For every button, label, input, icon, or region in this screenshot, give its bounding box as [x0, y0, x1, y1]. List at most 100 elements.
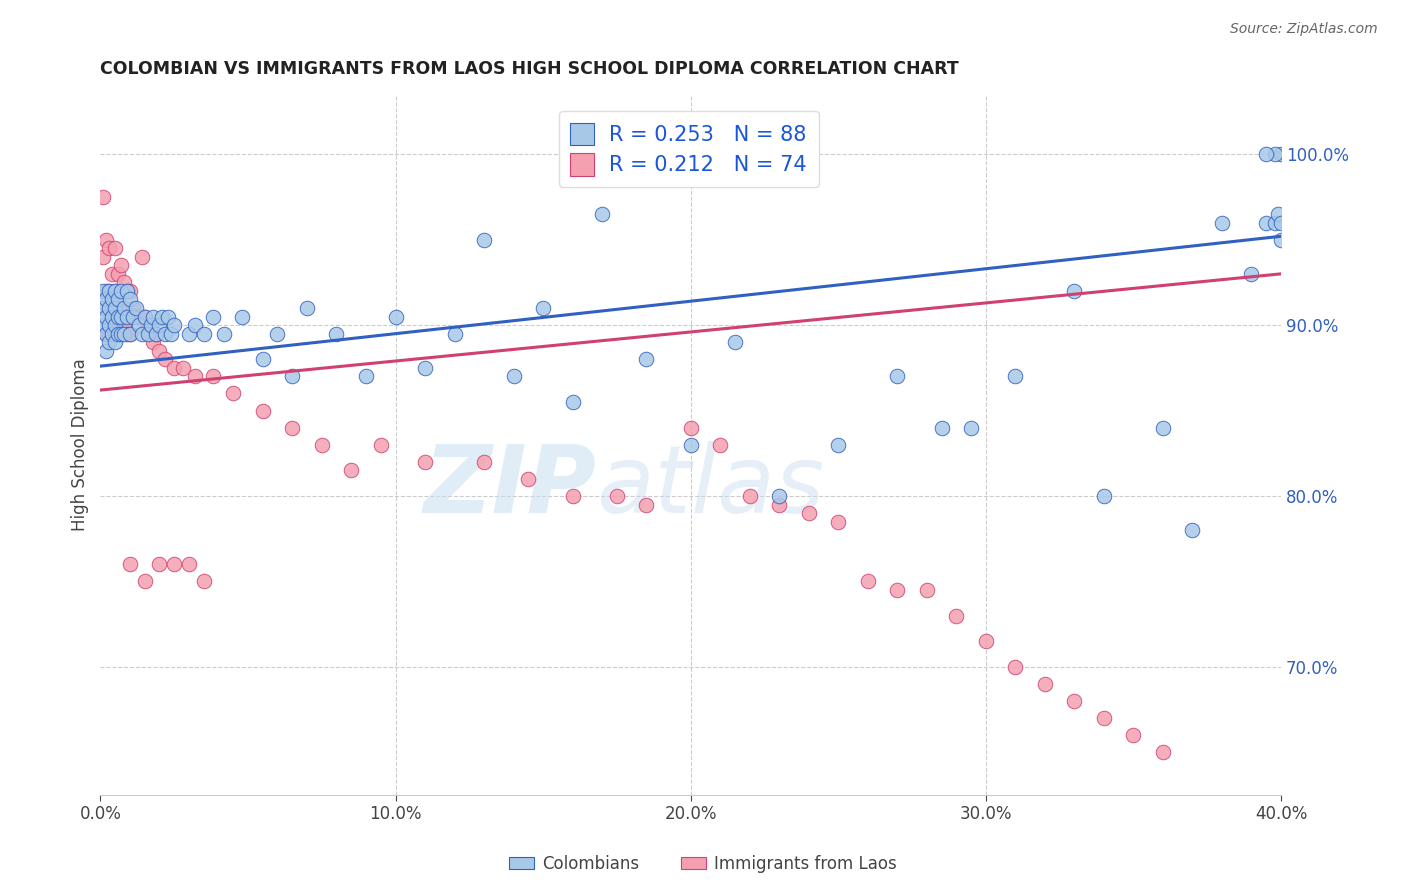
Point: [1270, 233, 1292, 247]
Point: [886, 582, 908, 597]
Point: [163, 360, 186, 375]
Point: [115, 310, 138, 324]
Point: [311, 438, 333, 452]
Point: [354, 369, 377, 384]
Point: [155, 326, 177, 341]
Point: [112, 318, 135, 332]
Point: [738, 489, 761, 503]
Point: [96, 293, 118, 307]
Point: [101, 326, 124, 341]
Point: [163, 558, 186, 572]
Point: [517, 472, 540, 486]
Point: [148, 318, 170, 332]
Point: [110, 310, 132, 324]
Point: [413, 455, 436, 469]
Text: atlas: atlas: [596, 442, 824, 533]
Point: [118, 326, 141, 341]
Point: [1264, 216, 1286, 230]
Point: [118, 293, 141, 307]
Point: [1122, 728, 1144, 742]
Point: [636, 352, 658, 367]
Point: [136, 326, 159, 341]
Point: [177, 558, 200, 572]
Point: [201, 310, 224, 324]
Point: [1270, 147, 1292, 161]
Point: [104, 335, 127, 350]
Point: [177, 326, 200, 341]
Point: [472, 455, 495, 469]
Point: [472, 233, 495, 247]
Point: [886, 369, 908, 384]
Point: [101, 293, 124, 307]
Point: [1063, 694, 1085, 708]
Point: [136, 318, 159, 332]
Point: [104, 241, 127, 255]
Point: [139, 318, 162, 332]
Point: [142, 310, 165, 324]
Point: [112, 276, 135, 290]
Point: [104, 284, 127, 298]
Point: [1256, 216, 1278, 230]
Point: [281, 420, 304, 434]
Point: [150, 310, 173, 324]
Point: [134, 310, 156, 324]
Point: [915, 582, 938, 597]
Point: [636, 498, 658, 512]
Point: [768, 489, 790, 503]
Point: [112, 326, 135, 341]
Point: [98, 318, 121, 332]
Point: [1004, 369, 1026, 384]
Point: [679, 438, 702, 452]
Point: [101, 267, 124, 281]
Point: [104, 326, 127, 341]
Point: [145, 326, 167, 341]
Point: [98, 284, 121, 298]
Legend: R = 0.253   N = 88, R = 0.212   N = 74: R = 0.253 N = 88, R = 0.212 N = 74: [558, 112, 818, 187]
Point: [160, 326, 183, 341]
Point: [98, 326, 121, 341]
Point: [115, 284, 138, 298]
Point: [413, 360, 436, 375]
Point: [1152, 745, 1174, 759]
Point: [193, 574, 215, 589]
Point: [121, 301, 143, 315]
Point: [1211, 216, 1233, 230]
Point: [155, 352, 177, 367]
Point: [91, 318, 114, 332]
Point: [252, 403, 274, 417]
Point: [945, 608, 967, 623]
Point: [107, 293, 129, 307]
Point: [96, 326, 118, 341]
Point: [1264, 147, 1286, 161]
Point: [974, 634, 997, 648]
Point: [118, 326, 141, 341]
Point: [134, 310, 156, 324]
Point: [134, 574, 156, 589]
Point: [96, 326, 118, 341]
Point: [125, 310, 148, 324]
Point: [96, 233, 118, 247]
Point: [295, 301, 318, 315]
Point: [163, 318, 186, 332]
Point: [110, 258, 132, 272]
Point: [91, 190, 114, 204]
Point: [222, 386, 245, 401]
Point: [281, 369, 304, 384]
Point: [98, 301, 121, 315]
Point: [131, 326, 153, 341]
Text: ZIP: ZIP: [423, 441, 596, 533]
Point: [231, 310, 253, 324]
Point: [104, 284, 127, 298]
Point: [856, 574, 879, 589]
Point: [1152, 420, 1174, 434]
Point: [214, 326, 236, 341]
Point: [384, 310, 406, 324]
Point: [1033, 677, 1056, 691]
Point: [531, 301, 554, 315]
Text: COLOMBIAN VS IMMIGRANTS FROM LAOS HIGH SCHOOL DIPLOMA CORRELATION CHART: COLOMBIAN VS IMMIGRANTS FROM LAOS HIGH S…: [100, 60, 959, 78]
Point: [110, 284, 132, 298]
Point: [252, 352, 274, 367]
Point: [98, 335, 121, 350]
Point: [591, 207, 613, 221]
Point: [1267, 207, 1289, 221]
